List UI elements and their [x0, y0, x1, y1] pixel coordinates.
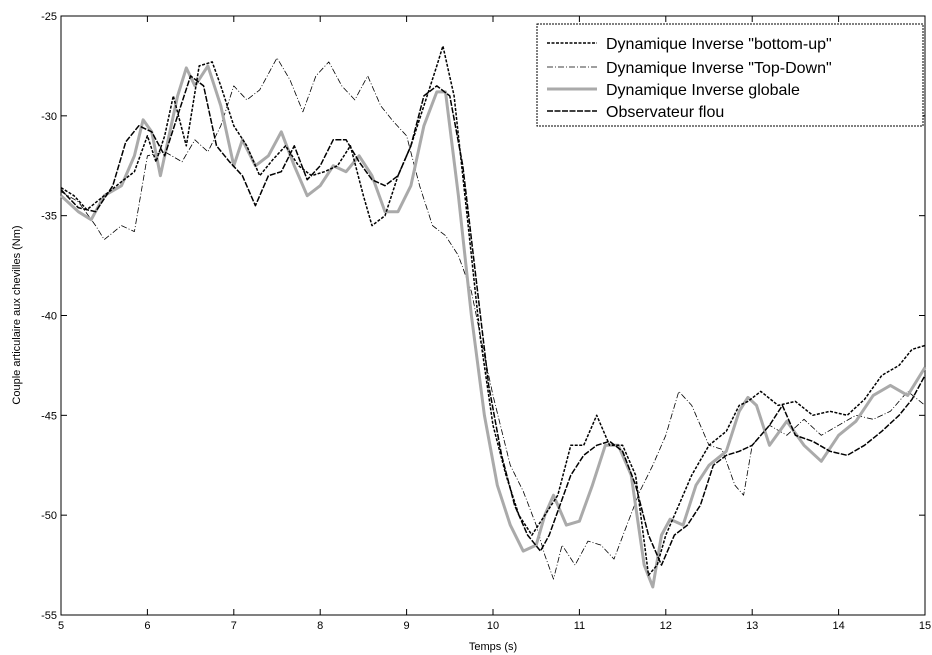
- series-layer: [59, 45, 927, 589]
- series-line-globale: [59, 64, 927, 589]
- x-tick-label: 11: [574, 620, 585, 632]
- y-tick-label: -40: [41, 311, 57, 323]
- y-tick-label: -55: [41, 610, 57, 622]
- series-line-bottom-up: [60, 45, 926, 576]
- x-tick-label: 8: [317, 620, 323, 632]
- y-axis-label: Couple articulaire aux chevilles (Nm): [11, 225, 23, 404]
- x-tick-label: 5: [58, 620, 64, 632]
- series-line-top-down: [60, 57, 926, 580]
- x-tick-label: 14: [832, 620, 844, 632]
- x-tick-label: 13: [746, 620, 758, 632]
- x-tick-label: 12: [660, 620, 672, 632]
- x-tick-label: 10: [487, 620, 499, 632]
- x-axis-label: Temps (s): [469, 641, 517, 653]
- legend-box: [536, 23, 924, 127]
- y-tick-label: -25: [41, 11, 57, 23]
- series-line-observateur: [60, 75, 926, 566]
- y-tick-label: -50: [41, 510, 57, 522]
- y-tick-label: -30: [41, 111, 57, 123]
- y-tick-label: -45: [41, 410, 57, 422]
- x-tick-label: 7: [231, 620, 237, 632]
- x-tick-label: 6: [144, 620, 150, 632]
- legend-label-observateur: Observateur flou: [606, 104, 724, 121]
- legend-label-top-down: Dynamique Inverse "Top-Down": [606, 60, 832, 77]
- x-tick-label: 9: [404, 620, 410, 632]
- legend-label-globale: Dynamique Inverse globale: [606, 82, 800, 99]
- legend-label-bottom-up: Dynamique Inverse "bottom-up": [606, 36, 832, 53]
- x-tick-label: 15: [919, 620, 931, 632]
- axis-ticks: 5 6 7 8 9 10 11 12 13 14 15 -25 -30 -35 -40 -45 -50 -55: [41, 11, 931, 632]
- y-tick-label: -35: [41, 211, 57, 223]
- legend: Dynamique Inverse "bottom-up" Dynamique …: [536, 23, 924, 127]
